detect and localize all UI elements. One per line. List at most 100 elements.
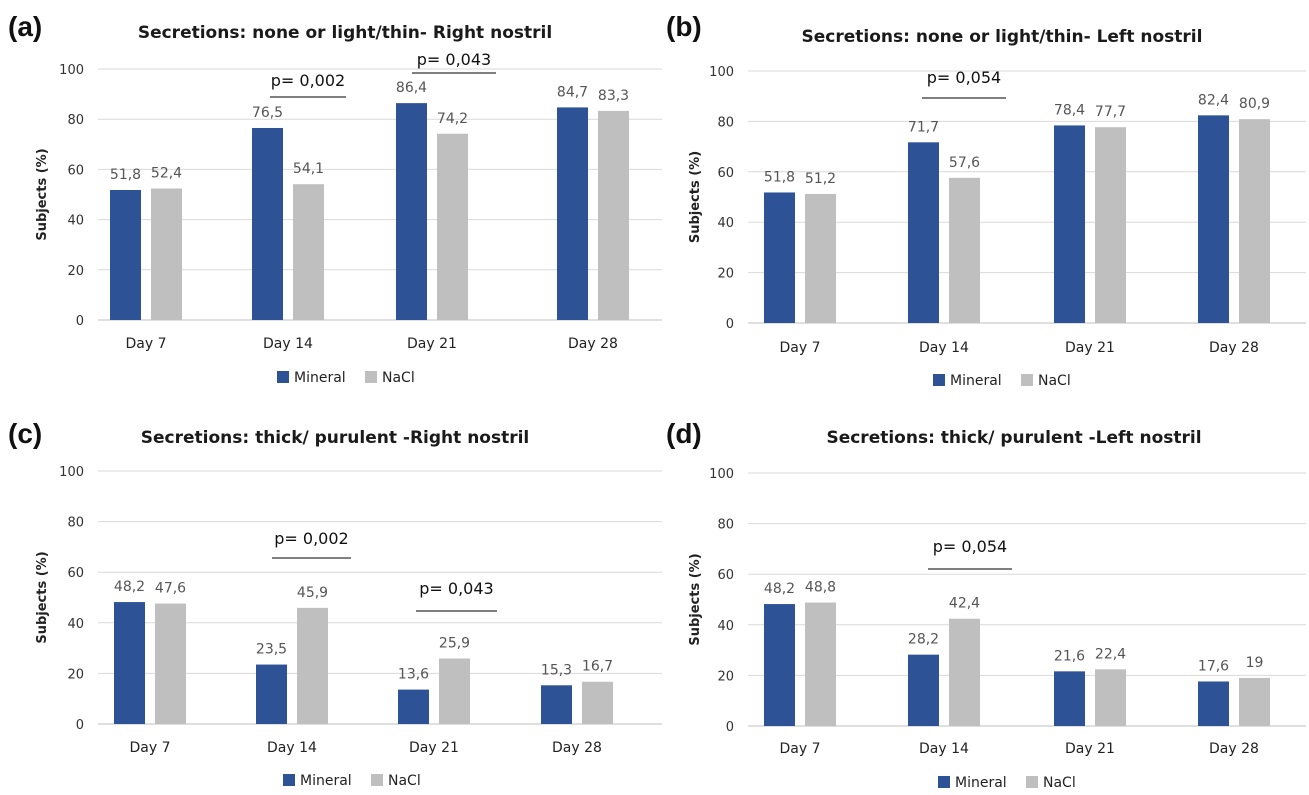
y-tick-label: 40 [717, 216, 734, 231]
bar-mineral-0 [110, 189, 141, 320]
y-tick-label: 40 [717, 619, 734, 634]
data-label: 78,4 [1054, 102, 1085, 118]
bar-mineral-3 [557, 107, 588, 320]
data-label: 83,3 [598, 88, 629, 104]
y-tick-label: 40 [67, 214, 84, 229]
data-label: 15,3 [541, 662, 572, 678]
legend-label: NaCl [1043, 775, 1076, 791]
legend-swatch-nacl [365, 371, 377, 383]
bar-nacl-1 [297, 607, 328, 724]
bar-mineral-1 [256, 664, 287, 724]
bar-nacl-3 [1239, 677, 1270, 726]
y-axis-label: Subjects (%) [688, 151, 703, 243]
x-tick-label: Day 21 [407, 336, 457, 352]
data-label: 16,7 [582, 659, 613, 675]
bar-nacl-2 [1095, 127, 1126, 323]
bar-mineral-3 [1198, 681, 1229, 726]
data-label: 82,4 [1198, 92, 1229, 108]
bar-nacl-3 [1239, 119, 1270, 324]
x-tick-label: Day 7 [125, 336, 166, 352]
chart-title: Secretions: thick/ purulent -Left nostri… [826, 428, 1201, 448]
y-tick-label: 20 [717, 669, 734, 684]
data-label: 57,6 [949, 155, 980, 171]
x-tick-label: Day 21 [1065, 340, 1115, 356]
legend-label: Mineral [294, 370, 346, 386]
y-tick-label: 80 [717, 518, 734, 533]
data-label: 47,6 [155, 581, 186, 597]
y-tick-label: 80 [67, 516, 84, 531]
bar-mineral-2 [396, 103, 427, 320]
data-label: 51,2 [805, 171, 836, 187]
bar-mineral-0 [764, 192, 795, 323]
data-label: 71,7 [908, 119, 939, 135]
x-tick-label: Day 7 [779, 340, 820, 356]
bar-mineral-2 [398, 689, 429, 724]
p-value-annotation: p= 0,043 [419, 579, 493, 598]
data-label: 22,4 [1095, 646, 1126, 662]
y-tick-label: 60 [67, 566, 84, 581]
legend-swatch-nacl [371, 774, 383, 786]
data-label: 86,4 [396, 80, 427, 96]
chart-title: Secretions: none or light/thin- Right no… [138, 23, 552, 43]
data-label: 45,9 [297, 585, 328, 601]
x-tick-label: Day 14 [263, 336, 313, 352]
y-tick-label: 100 [709, 65, 734, 80]
p-value-annotation: p= 0,054 [933, 537, 1007, 556]
y-tick-label: 100 [709, 467, 734, 482]
y-axis-label: Subjects (%) [35, 148, 50, 240]
chart-panel-2: (c) Secretions: thick/ purulent -Right no… [8, 418, 662, 789]
y-tick-label: 80 [67, 113, 84, 128]
data-label: 51,8 [110, 167, 141, 183]
data-label: 42,4 [949, 596, 980, 612]
panel-label: (d) [666, 418, 702, 449]
y-axis-label: Subjects (%) [35, 551, 50, 643]
y-tick-label: 100 [59, 465, 84, 480]
y-tick-label: 0 [76, 718, 84, 733]
bar-nacl-0 [155, 603, 186, 724]
bar-nacl-1 [949, 618, 980, 726]
bar-nacl-0 [805, 193, 836, 323]
y-tick-label: 60 [67, 163, 84, 178]
bar-mineral-1 [252, 127, 283, 320]
panel-label: (a) [8, 11, 42, 42]
y-tick-label: 100 [59, 63, 84, 78]
legend-swatch-mineral [938, 776, 950, 788]
x-tick-label: Day 14 [919, 340, 969, 356]
bar-mineral-2 [1054, 671, 1085, 726]
legend-swatch-nacl [1026, 776, 1038, 788]
y-tick-label: 20 [67, 667, 84, 682]
legend-swatch-nacl [1021, 374, 1033, 386]
y-tick-label: 60 [717, 568, 734, 583]
chart-panel-1: (b) Secretions: none or light/thin- Left … [666, 11, 1306, 389]
bar-mineral-2 [1054, 125, 1085, 323]
bar-nacl-2 [1095, 669, 1126, 726]
legend-swatch-mineral [277, 371, 289, 383]
bar-mineral-3 [1198, 115, 1229, 324]
panel-label: (c) [8, 418, 42, 449]
x-tick-label: Day 7 [129, 740, 170, 756]
legend-label: NaCl [388, 773, 421, 789]
data-label: 84,7 [557, 84, 588, 100]
data-label: 52,4 [151, 165, 182, 181]
p-value-annotation: p= 0,054 [927, 68, 1001, 87]
x-tick-label: Day 28 [568, 336, 618, 352]
chart-title: Secretions: thick/ purulent -Right nostr… [141, 428, 530, 448]
chart-title: Secretions: none or light/thin- Left nos… [802, 27, 1203, 47]
bar-nacl-0 [151, 188, 182, 320]
bar-nacl-3 [582, 681, 613, 724]
legend-label: Mineral [955, 775, 1007, 791]
bar-nacl-1 [949, 177, 980, 323]
x-tick-label: Day 28 [1209, 741, 1259, 757]
bar-mineral-0 [114, 602, 145, 724]
data-label: 19 [1246, 655, 1264, 671]
data-label: 54,1 [293, 161, 324, 177]
bar-mineral-3 [541, 685, 572, 724]
p-value-annotation: p= 0,043 [417, 50, 491, 69]
panel-label: (b) [666, 11, 702, 42]
bar-nacl-2 [437, 133, 468, 320]
y-tick-label: 80 [717, 115, 734, 130]
p-value-annotation: p= 0,002 [274, 529, 348, 548]
x-tick-label: Day 21 [1065, 741, 1115, 757]
bar-nacl-3 [598, 110, 629, 321]
